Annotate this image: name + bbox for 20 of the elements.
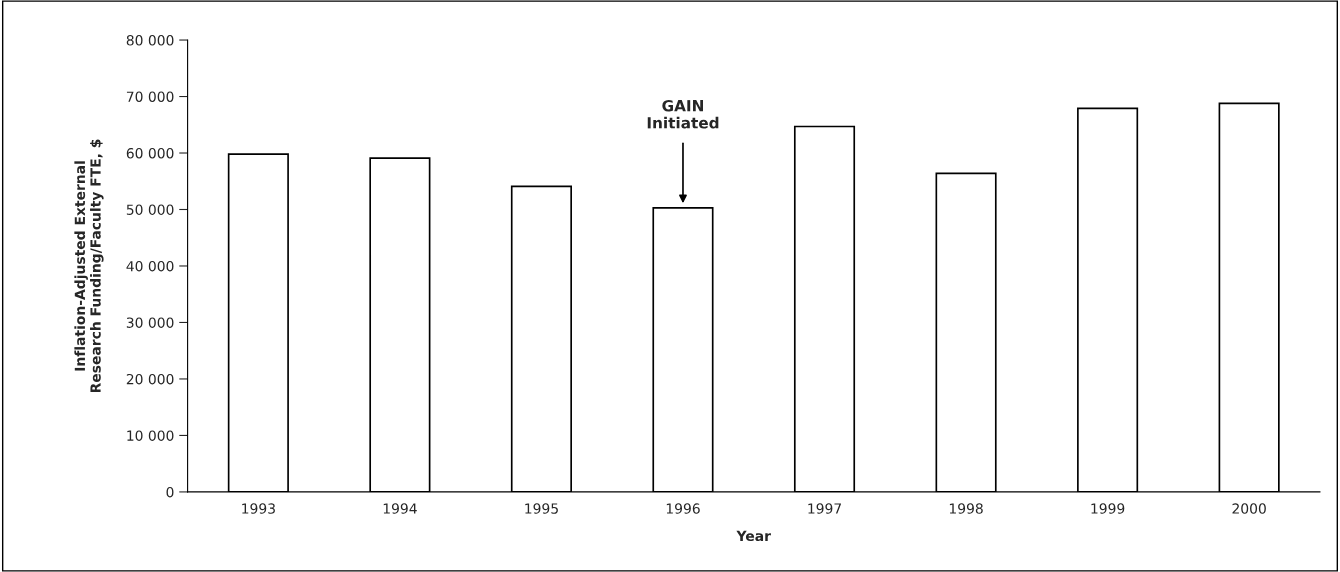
x-tick-label: 1994 bbox=[383, 503, 417, 514]
y-tick-label: 30 000 bbox=[126, 317, 174, 328]
x-tick-label: 1993 bbox=[242, 503, 275, 514]
y-tick-label: 10 000 bbox=[127, 430, 174, 441]
x-tick-label: 1997 bbox=[808, 503, 841, 514]
y-tick-label: 80 000 bbox=[126, 35, 174, 46]
x-tick-label: 2000 bbox=[1232, 503, 1266, 514]
y-tick-label: 0 bbox=[166, 486, 174, 498]
y-axis-title: Inflation-Adjusted External Research Funding/Faculty FTE, $ bbox=[74, 139, 104, 393]
y-tick-label: 60 000 bbox=[126, 147, 174, 159]
x-tick-label: 1996 bbox=[666, 503, 700, 514]
y-tick-label: 70 000 bbox=[126, 91, 174, 102]
y-tick-label: 20 000 bbox=[126, 373, 174, 385]
x-tick-label: 1995 bbox=[525, 503, 558, 514]
annotation: GAIN Initiated bbox=[647, 99, 719, 129]
x-axis-title: Year bbox=[736, 530, 771, 542]
x-tick-label: 1999 bbox=[1091, 503, 1125, 514]
y-tick-label: 40 000 bbox=[126, 260, 174, 272]
y-tick-label: 50 000 bbox=[126, 204, 174, 215]
x-tick-label: 1998 bbox=[949, 503, 983, 514]
